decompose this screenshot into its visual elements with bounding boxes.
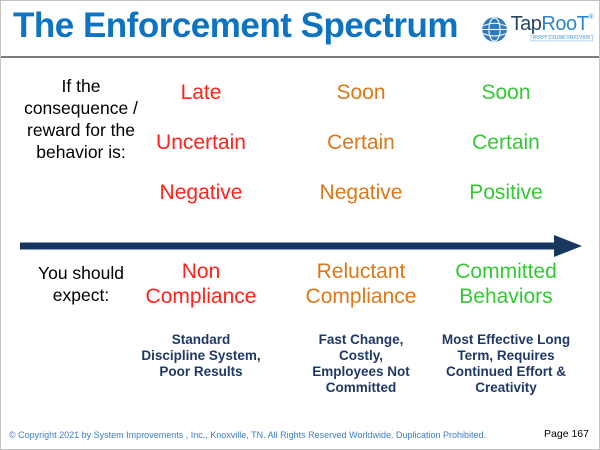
cell-timing-col3: Soon	[481, 81, 531, 104]
cell-timing-col1: Late	[180, 81, 222, 104]
taproot-logo: TapRooT® ROOT CAUSE ANALYSIS	[481, 14, 593, 43]
logo-text: TapRooT® ROOT CAUSE ANALYSIS	[511, 14, 593, 43]
cell-expectation-col2: Reluctant Compliance	[305, 260, 417, 309]
cell-valence-col1: Negative	[159, 181, 243, 204]
cell-timing-col2: Soon	[336, 81, 386, 104]
cell-expectation-col1: Non Compliance	[145, 260, 257, 309]
cell-certainty-col1: Uncertain	[156, 131, 246, 154]
cell-valence-col2: Negative	[319, 181, 403, 204]
page-title: The Enforcement Spectrum	[13, 6, 459, 45]
label-expect: You should expect:	[38, 263, 124, 306]
spectrum-arrow	[20, 235, 582, 257]
cell-description-col2: Fast Change, Costly, Employees Not Commi…	[312, 332, 410, 395]
cell-description-col1: Standard Discipline System, Poor Results	[141, 332, 261, 379]
cell-expectation-col3: Committed Behaviors	[455, 260, 557, 309]
cell-valence-col3: Positive	[469, 181, 543, 204]
cell-certainty-col3: Certain	[472, 131, 540, 154]
brand-name: TapRooT®	[510, 13, 594, 35]
title-divider	[1, 56, 599, 58]
page-number: Page 167	[544, 428, 589, 440]
globe-icon	[481, 17, 507, 42]
cell-certainty-col2: Certain	[327, 131, 395, 154]
registered-mark: ®	[588, 14, 593, 21]
brand-tagline: ROOT CAUSE ANALYSIS	[530, 35, 593, 42]
brand-root: RooT	[541, 13, 589, 35]
label-consequence: If the consequence / reward for the beha…	[24, 76, 138, 163]
cell-description-col3: Most Effective Long Term, Requires Conti…	[441, 332, 571, 395]
brand-tap: Tap	[510, 13, 542, 35]
copyright-text: © Copyright 2021 by System Improvements …	[9, 430, 487, 440]
